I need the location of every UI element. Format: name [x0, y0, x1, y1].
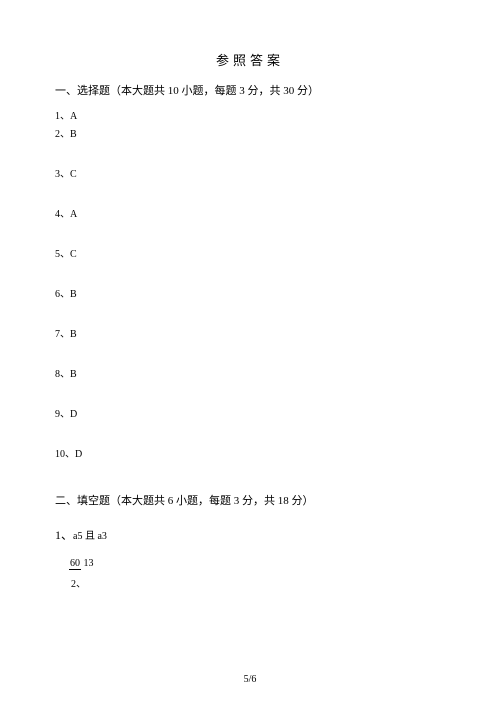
- answer-2: 2、B: [55, 127, 445, 143]
- fraction-60-13: 60 13: [69, 558, 94, 569]
- answer-7: 7、B: [55, 327, 445, 343]
- answer-1: 1、A: [55, 109, 445, 125]
- fraction-bottom: 13: [84, 558, 94, 569]
- answer-3: 3、C: [55, 167, 445, 183]
- section1-header: 一、选择题（本大题共 10 小题，每题 3 分，共 30 分）: [55, 83, 445, 101]
- fraction-top: 60: [69, 558, 81, 570]
- answer-9: 9、D: [55, 407, 445, 423]
- answer-6: 6、B: [55, 287, 445, 303]
- answer-5: 5、C: [55, 247, 445, 263]
- answer-4: 4、A: [55, 207, 445, 223]
- fill-answer-2: 60 13 2、: [69, 557, 445, 584]
- fill-answer-1: 1、a5 且 a3: [55, 526, 445, 543]
- fill-1-text: a5 且 a3: [73, 531, 107, 542]
- fill-2-number: 2、: [71, 575, 86, 590]
- fill-1-number: 1、: [55, 528, 73, 542]
- page-title: 参照答案: [55, 50, 445, 69]
- answer-10: 10、D: [55, 447, 445, 463]
- section2-header: 二、填空题（本大题共 6 小题，每题 3 分，共 18 分）: [55, 493, 445, 511]
- page-number: 5/6: [0, 674, 500, 685]
- answer-8: 8、B: [55, 367, 445, 383]
